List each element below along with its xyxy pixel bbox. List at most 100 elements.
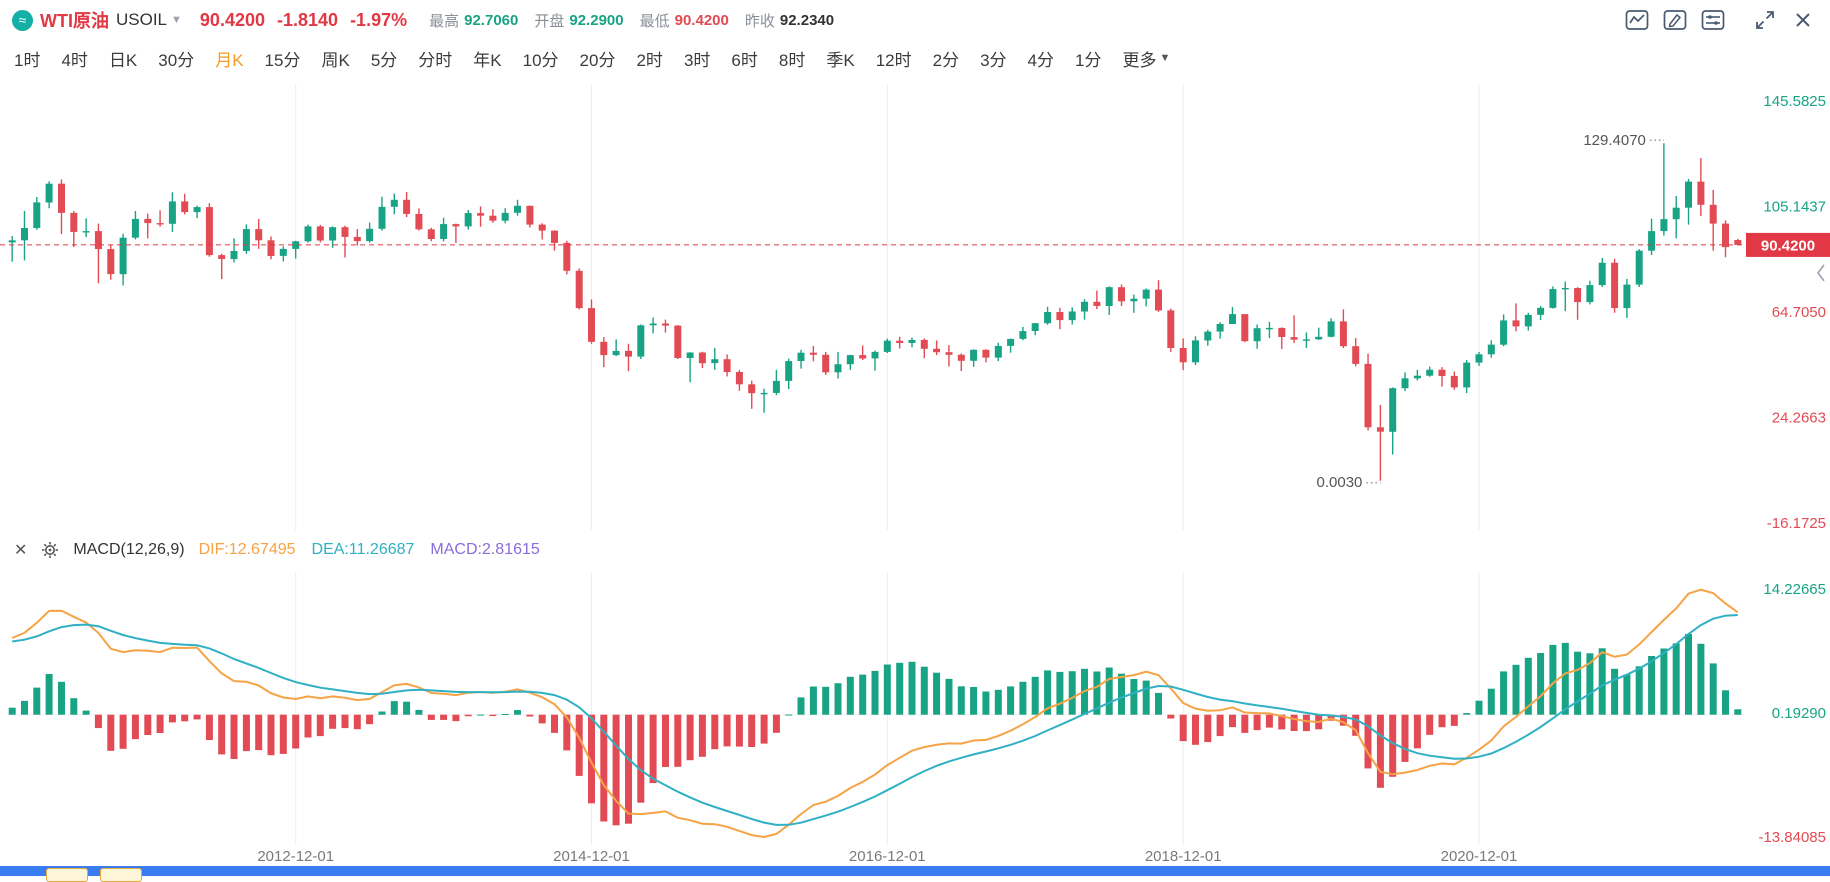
timeframe-周K[interactable]: 周K (321, 50, 350, 70)
candle[interactable] (785, 361, 793, 381)
candle[interactable] (1290, 337, 1298, 340)
draw-icon[interactable] (1662, 8, 1688, 32)
candle[interactable] (957, 354, 965, 361)
macd-settings-gear-icon[interactable] (41, 541, 59, 559)
candle[interactable] (1574, 288, 1582, 303)
candle[interactable] (1500, 320, 1508, 345)
candle[interactable] (218, 255, 226, 259)
candle[interactable] (920, 339, 928, 349)
candle[interactable] (1265, 327, 1273, 330)
candle[interactable] (1635, 250, 1643, 285)
candle[interactable] (1672, 207, 1680, 220)
candle[interactable] (415, 213, 423, 230)
candle[interactable] (1105, 287, 1113, 306)
candle[interactable] (452, 224, 460, 227)
candle[interactable] (637, 325, 645, 357)
candle[interactable] (735, 372, 743, 385)
timeframe-4时[interactable]: 4时 (61, 50, 88, 70)
candle[interactable] (21, 228, 28, 241)
candle[interactable] (58, 183, 65, 213)
candle[interactable] (390, 199, 398, 207)
candle[interactable] (1364, 363, 1372, 428)
candle[interactable] (1278, 327, 1286, 337)
candle[interactable] (686, 352, 694, 359)
candle[interactable] (760, 392, 768, 395)
timeframe-1分[interactable]: 1分 (1075, 50, 1102, 70)
candle[interactable] (1031, 323, 1039, 331)
candle[interactable] (1352, 346, 1360, 364)
candle[interactable] (193, 207, 201, 213)
candle[interactable] (255, 229, 263, 241)
close-icon[interactable] (1790, 8, 1816, 32)
candle[interactable] (119, 237, 127, 275)
timeframe-10分[interactable]: 10分 (522, 50, 559, 70)
timeframe-3时[interactable]: 3时 (683, 50, 711, 70)
candle[interactable] (82, 231, 90, 233)
candle[interactable] (612, 350, 620, 356)
candle[interactable] (242, 229, 250, 251)
candle[interactable] (674, 325, 682, 358)
candle[interactable] (662, 323, 669, 326)
candle[interactable] (1130, 298, 1138, 302)
timeframe-日K[interactable]: 日K (108, 50, 138, 70)
candle[interactable] (1648, 231, 1656, 251)
timeframe-年K[interactable]: 年K (473, 50, 502, 70)
candle[interactable] (982, 349, 990, 358)
candle[interactable] (1216, 324, 1224, 332)
candle[interactable] (329, 227, 337, 241)
candle[interactable] (1155, 289, 1162, 311)
candle[interactable] (1192, 340, 1199, 363)
candle[interactable] (1561, 288, 1569, 290)
candle[interactable] (1007, 338, 1015, 346)
macd-close-icon[interactable]: ✕ (14, 542, 28, 559)
candle[interactable] (378, 206, 386, 229)
timeframe-3分[interactable]: 3分 (980, 50, 1007, 70)
candle[interactable] (230, 251, 238, 260)
candle[interactable] (501, 212, 509, 221)
timeframe-8时[interactable]: 8时 (778, 50, 806, 70)
candle[interactable] (1524, 314, 1532, 327)
candle[interactable] (822, 354, 830, 373)
timeframe-月K[interactable]: 月K (215, 50, 244, 70)
candle[interactable] (846, 355, 854, 365)
candle[interactable] (403, 199, 411, 214)
candle[interactable] (316, 226, 324, 241)
candle[interactable] (144, 218, 152, 224)
candle[interactable] (366, 228, 374, 242)
timeframe-分时[interactable]: 分时 (418, 50, 453, 70)
candle[interactable] (1537, 307, 1545, 315)
candle[interactable] (1697, 181, 1705, 205)
candle[interactable] (94, 231, 102, 250)
candle[interactable] (292, 241, 300, 249)
candle[interactable] (1623, 284, 1631, 309)
candle[interactable] (711, 359, 719, 364)
timeframe-30分[interactable]: 30分 (158, 50, 195, 70)
candle[interactable] (1512, 320, 1520, 327)
candle[interactable] (698, 352, 706, 364)
candle[interactable] (1044, 312, 1052, 324)
candle[interactable] (1660, 219, 1668, 232)
candle[interactable] (871, 351, 879, 359)
candle[interactable] (1463, 362, 1471, 388)
candle[interactable] (107, 249, 115, 275)
candle[interactable] (834, 364, 842, 373)
candle[interactable] (1315, 336, 1323, 340)
candle[interactable] (168, 201, 176, 224)
fullscreen-icon[interactable] (1752, 8, 1778, 32)
candle[interactable] (1068, 311, 1076, 321)
candle[interactable] (809, 352, 817, 355)
candle[interactable] (477, 213, 485, 216)
candle[interactable] (33, 202, 41, 228)
candle[interactable] (464, 213, 472, 227)
timeframe-15分[interactable]: 15分 (264, 50, 301, 70)
candle[interactable] (625, 350, 632, 357)
timeframe-2分[interactable]: 2分 (932, 50, 960, 70)
candle[interactable] (440, 224, 448, 239)
candle[interactable] (883, 340, 891, 352)
candle[interactable] (1549, 289, 1557, 308)
candle[interactable] (1253, 328, 1261, 342)
candle[interactable] (575, 270, 583, 309)
candle[interactable] (1167, 310, 1175, 348)
timeframe-1时[interactable]: 1时 (14, 50, 41, 70)
symbol-code-dropdown[interactable]: USOIL ▼ (116, 10, 182, 30)
